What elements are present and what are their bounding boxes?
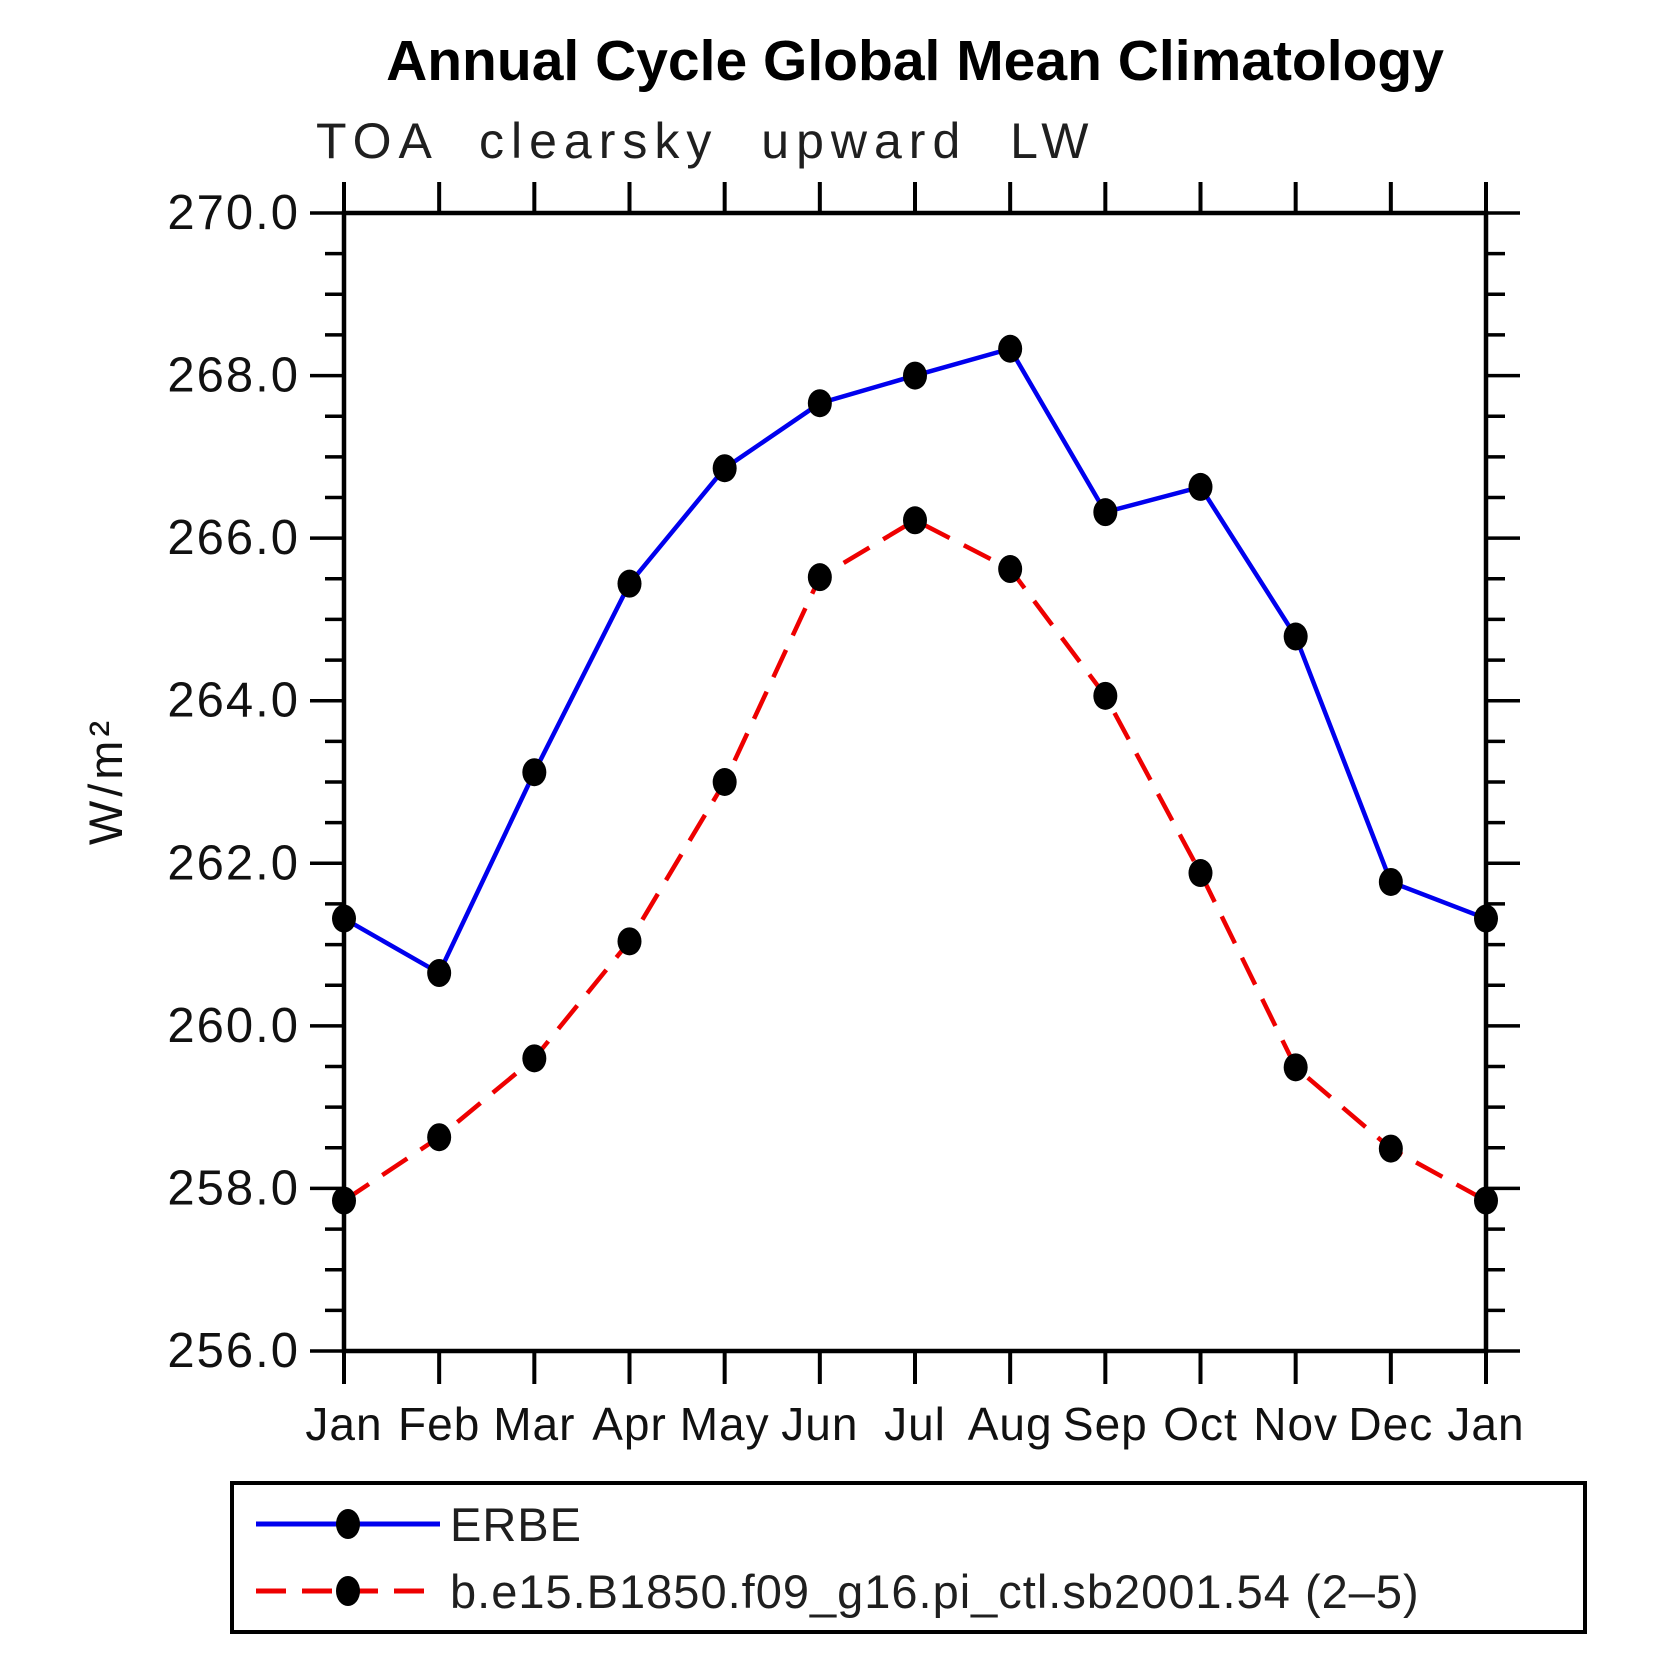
data-point-1-Mar (522, 1044, 547, 1073)
data-point-0-Jun (807, 389, 832, 418)
data-point-1-Sep (1093, 681, 1118, 710)
y-tick-label: 258.0 (167, 1161, 300, 1215)
plot-frame (341, 210, 1489, 1354)
data-point-0-Jul (903, 361, 927, 390)
series-line-0 (342, 346, 1487, 977)
y-tick-label: 260.0 (167, 999, 300, 1053)
x-tick-label: Jan (305, 1398, 382, 1450)
data-point-0-Aug (998, 334, 1023, 363)
data-point-1-May (712, 768, 737, 796)
data-point-1-Jan (1474, 1186, 1498, 1215)
data-point-1-Aug (998, 555, 1023, 584)
chart-title: Annual Cycle Global Mean Climatology (386, 29, 1444, 93)
x-tick-label: Dec (1348, 1398, 1433, 1450)
data-point-0-Apr (617, 569, 642, 598)
y-tick-label: 264.0 (167, 674, 300, 728)
x-tick-label: Apr (592, 1398, 667, 1450)
legend-line-erbe-icon (256, 1509, 440, 1539)
x-tick-label: Jul (884, 1398, 946, 1450)
legend-item-erbe: ERBE (234, 1496, 1583, 1552)
data-point-0-May (712, 454, 737, 483)
data-point-0-Jan (1474, 904, 1498, 933)
data-point-1-Nov (1283, 1053, 1308, 1082)
data-point-1-Jan (332, 1186, 356, 1215)
data-point-1-Oct (1188, 859, 1213, 888)
data-point-0-Oct (1188, 472, 1213, 501)
legend-label-erbe: ERBE (450, 1497, 582, 1551)
legend-line-model-icon (256, 1576, 440, 1606)
data-point-0-Jan (332, 904, 356, 933)
data-point-1-Jun (807, 563, 832, 592)
y-tick-label: 262.0 (167, 836, 300, 890)
legend-label-model: b.e15.B1850.f09_g16.pi_ctl.sb2001.54 (2–… (450, 1564, 1420, 1618)
x-tick-label: Aug (968, 1398, 1053, 1450)
x-tick-label: Feb (398, 1398, 480, 1450)
legend-box: ERBE b.e15.B1850.f09_g16.pi_ctl.sb2001.5… (230, 1481, 1587, 1634)
x-tick-label: Sep (1063, 1398, 1148, 1450)
x-tick-label: Nov (1253, 1398, 1338, 1450)
x-tick-label: Mar (493, 1398, 575, 1450)
data-point-0-Sep (1093, 498, 1118, 527)
data-point-1-Jul (903, 506, 927, 535)
x-tick-label: Jun (781, 1398, 858, 1450)
y-tick-label: 256.0 (167, 1324, 300, 1378)
data-point-0-Mar (522, 758, 547, 787)
y-tick-label: 266.0 (167, 511, 300, 565)
data-point-0-Dec (1378, 867, 1403, 896)
data-point-0-Nov (1283, 622, 1308, 651)
y-tick-label: 268.0 (167, 349, 300, 403)
data-point-1-Feb (427, 1123, 452, 1152)
series-line-1 (342, 517, 1488, 1203)
data-point-1-Dec (1378, 1134, 1403, 1163)
x-tick-label: Oct (1163, 1398, 1238, 1450)
chart-subtitle: TOA clearsky upward LW (316, 113, 1096, 169)
x-tick-label: May (680, 1398, 770, 1450)
data-point-1-Apr (617, 927, 642, 956)
y-tick-label: 270.0 (167, 186, 300, 240)
x-tick-label: Jan (1447, 1398, 1524, 1450)
data-point-0-Feb (427, 959, 452, 988)
legend-item-model: b.e15.B1850.f09_g16.pi_ctl.sb2001.54 (2–… (234, 1563, 1583, 1619)
